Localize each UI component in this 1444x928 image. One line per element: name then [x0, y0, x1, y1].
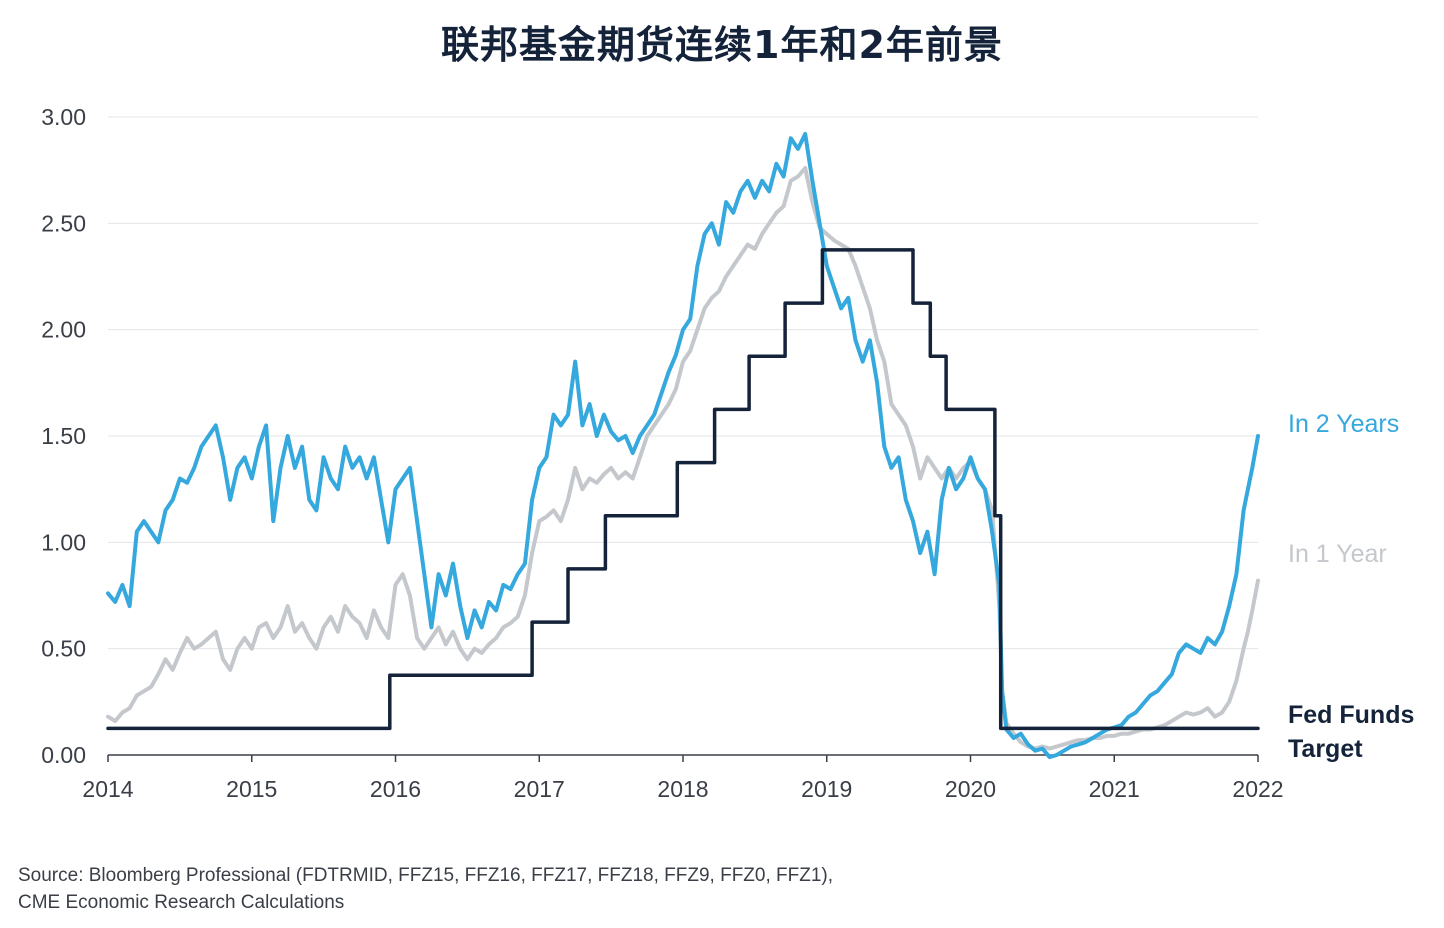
- series-line-in-2-years: [106, 132, 1260, 760]
- series-line-fed-funds-target: [106, 248, 1260, 731]
- y-tick-label: 2.00: [41, 317, 86, 343]
- y-tick-label: 2.50: [41, 210, 86, 236]
- series-lines: [106, 132, 1260, 760]
- y-tick-label: 1.50: [41, 423, 86, 449]
- series-label-text: In 2 Years: [1288, 410, 1399, 438]
- x-axis-ticks: 2014 2015 2016 2017 2018 2019 2020 2021 2022: [82, 755, 1284, 802]
- x-tick-label: 2021: [1089, 776, 1140, 802]
- series-label-text: Target: [1288, 735, 1363, 763]
- source-line-1: Source: Bloomberg Professional (FDTRMID,…: [18, 865, 834, 886]
- source-note: Source: Bloomberg Professional (FDTRMID,…: [18, 862, 833, 916]
- y-tick-label: 3.00: [41, 104, 86, 130]
- x-tick-label: 2019: [801, 776, 852, 802]
- x-tick-label: 2015: [226, 776, 277, 802]
- x-tick-label: 2020: [945, 776, 996, 802]
- y-tick-label: 1.00: [41, 529, 86, 555]
- y-tick-label: 0.00: [41, 742, 86, 768]
- chart-title: 联邦基金期货连续1年和2年前景: [441, 23, 1003, 67]
- x-tick-label: 2022: [1232, 776, 1283, 802]
- y-axis-ticks: 0.00 0.50 1.00 1.50 2.00 2.50 3.00: [41, 104, 86, 768]
- y-tick-label: 0.50: [41, 636, 86, 662]
- series-labels: In 2 Years In 1 Year Fed Funds Target: [1288, 410, 1414, 763]
- x-tick-label: 2017: [514, 776, 565, 802]
- gridlines: [108, 116, 1258, 650]
- x-tick-label: 2016: [370, 776, 421, 802]
- series-line-in-1-year: [106, 166, 1260, 751]
- x-tick-label: 2018: [657, 776, 708, 802]
- series-label-text: Fed Funds: [1288, 701, 1414, 729]
- x-tick-label: 2014: [82, 776, 133, 802]
- series-label-text: In 1 Year: [1288, 540, 1387, 568]
- source-line-2: CME Economic Research Calculations: [18, 892, 345, 913]
